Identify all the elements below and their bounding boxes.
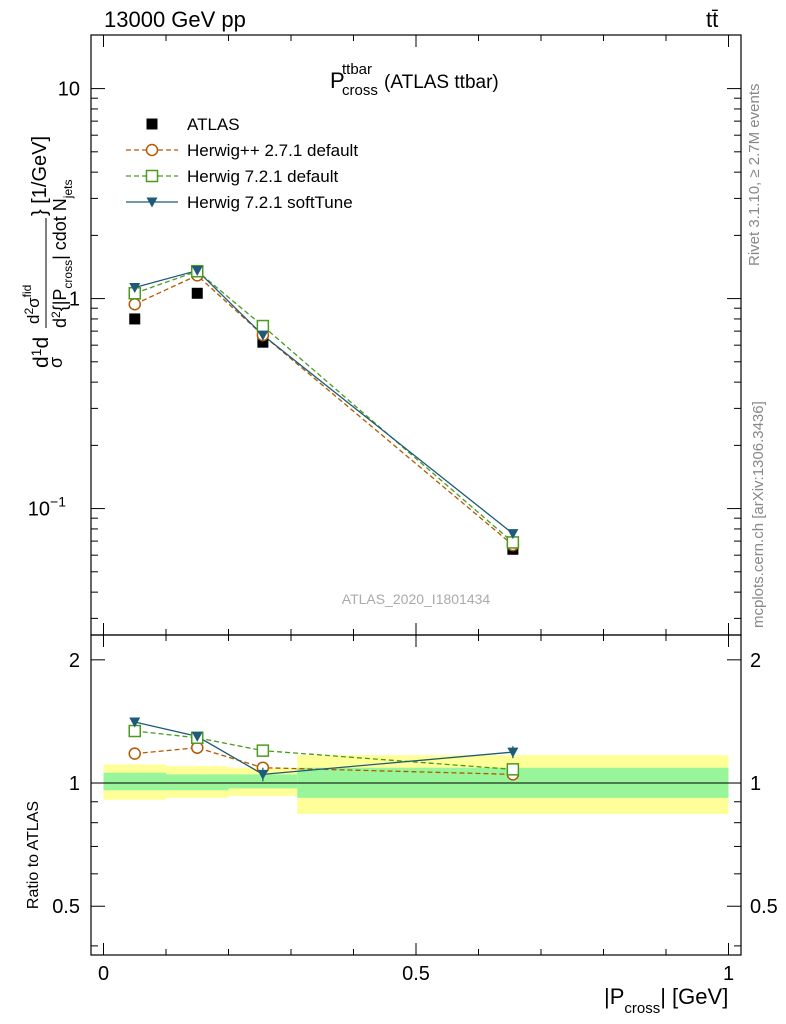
ratio-point-herwig721-2 xyxy=(256,744,270,757)
main-line-herwigpp xyxy=(134,274,514,546)
ratio-y-tick-label-right-0: 0.5 xyxy=(750,896,778,918)
plot-title-sub: cross xyxy=(342,82,378,99)
ratio-line-softtune xyxy=(134,721,513,776)
ratio-point-herwig721-3 xyxy=(506,763,520,776)
legend-label-herwig721: Herwig 7.2.1 default xyxy=(187,167,338,186)
ratio-band-inner-0 xyxy=(103,772,166,791)
plot-title-sup: ttbar xyxy=(342,61,372,78)
ratio-band-inner-1 xyxy=(166,774,229,791)
main-point-herwig721-2 xyxy=(256,319,270,333)
x-tick-label-2: 1 xyxy=(723,963,734,985)
main-point-softtune-2 xyxy=(257,330,269,341)
ratio-line-herwig721 xyxy=(134,730,513,771)
main-point-softtune-3 xyxy=(507,529,519,540)
plot-title: P ttbar cross (ATLAS ttbar) xyxy=(330,61,499,99)
ratio-point-softtune-0 xyxy=(129,717,141,728)
ratio-y-axis-label: Ratio to ATLAS xyxy=(25,801,42,909)
main-y-tick-label-2: 10 xyxy=(58,79,80,101)
rivet-label: Rivet 3.1.10, ≥ 2.7M events xyxy=(746,84,763,267)
x-tick-label-1: 0.5 xyxy=(402,963,430,985)
main-y-tick-exponent-0: −1 xyxy=(50,494,66,510)
ratio-y-tick-label-left-0: 0.5 xyxy=(52,896,80,918)
main-point-data-0 xyxy=(129,313,141,325)
main-line-softtune xyxy=(134,269,514,535)
main-point-data-1 xyxy=(191,287,203,299)
legend-marker-herwig721 xyxy=(145,169,159,183)
ratio-line-herwigpp xyxy=(134,747,513,776)
legend-marker-softtune xyxy=(146,197,158,208)
main-line-herwig721 xyxy=(134,270,514,543)
ratio-band-inner-2 xyxy=(228,774,298,789)
svg-text:d2{|Pcross| cdot Njets: d2{|Pcross| cdot Njets xyxy=(49,180,75,328)
main-y-tick-label-0: 10−1 xyxy=(28,494,66,521)
legend-label-data: ATLAS xyxy=(187,115,240,134)
legend-label-herwigpp: Herwig++ 2.7.1 default xyxy=(187,141,358,160)
svg-text:} [1/GeV]: } [1/GeV] xyxy=(29,136,51,216)
process-label: tt̄ xyxy=(706,7,718,32)
x-axis-label: |Pcross| [GeV] xyxy=(604,984,728,1017)
ratio-point-softtune-2 xyxy=(257,769,269,780)
svg-text:σ: σ xyxy=(46,357,66,368)
plot-title-suffix: (ATLAS ttbar) xyxy=(384,72,499,93)
main-point-data-2 xyxy=(257,336,269,348)
legend-label-softtune: Herwig 7.2.1 softTune xyxy=(187,193,353,212)
legend: ATLAS Herwig++ 2.7.1 default Herwig 7.2.1 … xyxy=(126,115,358,212)
ratio-point-herwigpp-0 xyxy=(128,747,141,760)
main-point-softtune-1 xyxy=(191,266,203,277)
x-tick-label-0: 0 xyxy=(98,963,109,985)
ratio-y-tick-label-left-2: 2 xyxy=(69,650,80,672)
svg-text:P: P xyxy=(330,68,345,93)
main-point-herwigpp-0 xyxy=(128,297,141,311)
main-point-softtune-0 xyxy=(129,282,141,293)
ratio-y-tick-label-left-1: 1 xyxy=(69,773,80,795)
main-y-axis-label: d1d σ d2σfid d2{|Pcross| cdot Njets } [1… xyxy=(20,136,75,368)
svg-text:d2σfid: d2σfid xyxy=(20,285,43,324)
ratio-point-softtune-1 xyxy=(191,731,203,742)
main-y-tick-label-1: 1 xyxy=(69,289,80,311)
ratio-y-tick-label-right-2: 2 xyxy=(750,650,761,672)
mcplots-label: mcplots.cern.ch [arXiv:1306.3436] xyxy=(750,401,767,628)
analysis-watermark: ATLAS_2020_I1801434 xyxy=(342,591,491,607)
collision-energy-label: 13000 GeV pp xyxy=(104,7,246,32)
ratio-y-tick-label-right-1: 1 xyxy=(750,773,761,795)
svg-text:|Pcross| [GeV]: |Pcross| [GeV] xyxy=(604,984,728,1017)
plot-title-main: P xyxy=(330,68,345,93)
legend-marker-herwigpp xyxy=(145,143,159,157)
legend-marker-data xyxy=(146,118,158,130)
ratio-point-softtune-3 xyxy=(507,747,519,758)
